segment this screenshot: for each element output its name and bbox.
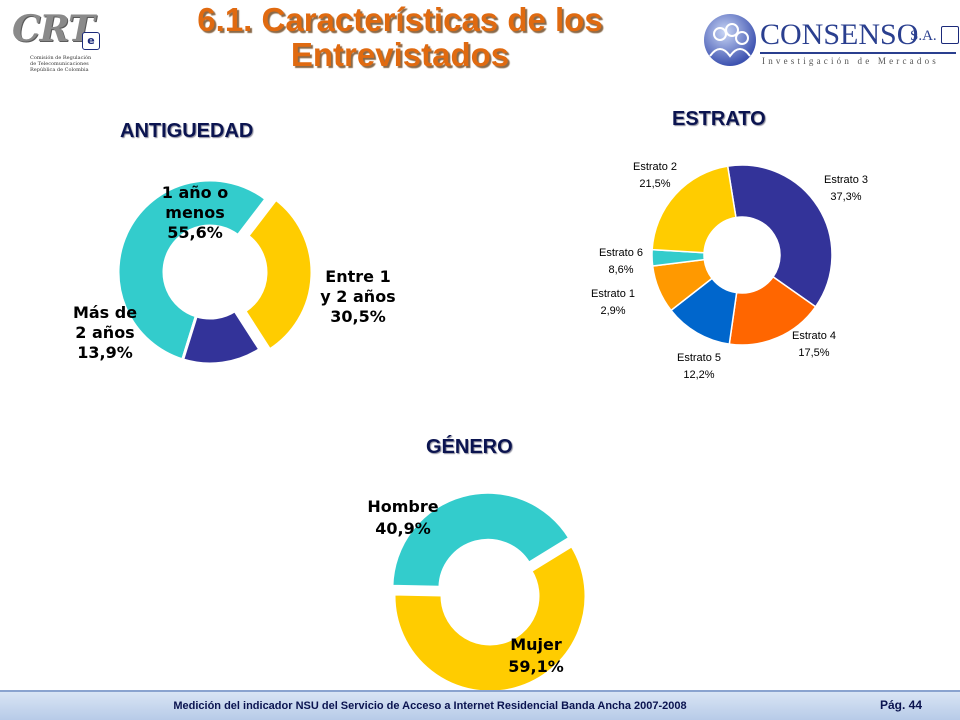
data-label-estrato-3: Estrato 3 37,3% <box>824 174 868 203</box>
crt-tagline: Comisión de Regulación de Telecomunicaci… <box>30 55 120 73</box>
donut-slice-estrato-3 <box>726 164 833 308</box>
crt-logo-badge: e <box>82 32 100 50</box>
consenso-logo: CONSENSO S.A. Investigación de Mercados <box>700 8 960 78</box>
footer-divider <box>0 690 960 692</box>
data-label-estrato-6: Estrato 6 8,6% <box>599 247 643 276</box>
data-label-estrato-5: Estrato 5 12,2% <box>677 352 721 381</box>
page-title-line1: 6.1. Características de los <box>197 1 603 38</box>
crt-tagline-line: Comisión de Regulación <box>30 55 92 61</box>
donut-slice-hombre <box>390 490 572 589</box>
consenso-name: CONSENSO <box>760 18 919 51</box>
consenso-suffix: S.A. <box>910 28 937 44</box>
data-label-estrato-1: Estrato 1 2,9% <box>591 288 635 317</box>
donut-slice-mas-de-2-anos <box>180 308 262 366</box>
donut-slice-estrato-2 <box>651 165 737 254</box>
data-label-hombre: Hombre 40,9% <box>367 497 438 538</box>
data-label-estrato-2: Estrato 2 21,5% <box>633 161 677 190</box>
chart-title-genero: GÉNERO <box>426 436 513 458</box>
page-number: Pág. 44 <box>880 698 923 712</box>
crt-tagline-line: de Telecomunicaciones <box>30 61 89 67</box>
consenso-globe-icon <box>704 14 756 66</box>
footer-text: Medición del indicador NSU del Servicio … <box>173 700 687 712</box>
crt-logo: CRT e Comisión de Regulación de Telecomu… <box>12 8 112 78</box>
page-title: 6.1. Características de los Entrevistado… <box>150 2 650 72</box>
donut-slice-1-ano-o-menos <box>116 178 269 362</box>
chart-title-antiguedad: ANTIGUEDAD <box>120 120 254 142</box>
data-label-estrato-4: Estrato 4 17,5% <box>792 330 836 359</box>
donut-genero: Hombre 40,9% Mujer 59,1% <box>367 490 588 690</box>
crt-logo-text: CRT <box>12 8 95 50</box>
consenso-tagline: Investigación de Mercados <box>762 56 939 66</box>
consenso-divider <box>760 52 956 54</box>
crt-tagline-line: República de Colombia <box>30 67 89 73</box>
data-label-mujer: Mujer 59,1% <box>508 635 564 676</box>
donut-estrato: Estrato 3 37,3% Estrato 4 17,5% Estrato 5 12,… <box>591 161 868 381</box>
donut-slice-entre-1-y-2-anos <box>242 197 314 352</box>
data-label-mas-de-2-anos: Más de 2 años 13,9% <box>73 303 137 362</box>
consenso-badge-icon <box>941 26 959 44</box>
chart-title-estrato: ESTRATO <box>672 108 766 130</box>
data-label-1-ano-o-menos: 1 año o menos 55,6% <box>162 183 228 242</box>
footer-band <box>0 690 960 720</box>
page-title-line2: Entrevistados <box>290 36 510 73</box>
donut-slice-mujer <box>392 543 588 690</box>
